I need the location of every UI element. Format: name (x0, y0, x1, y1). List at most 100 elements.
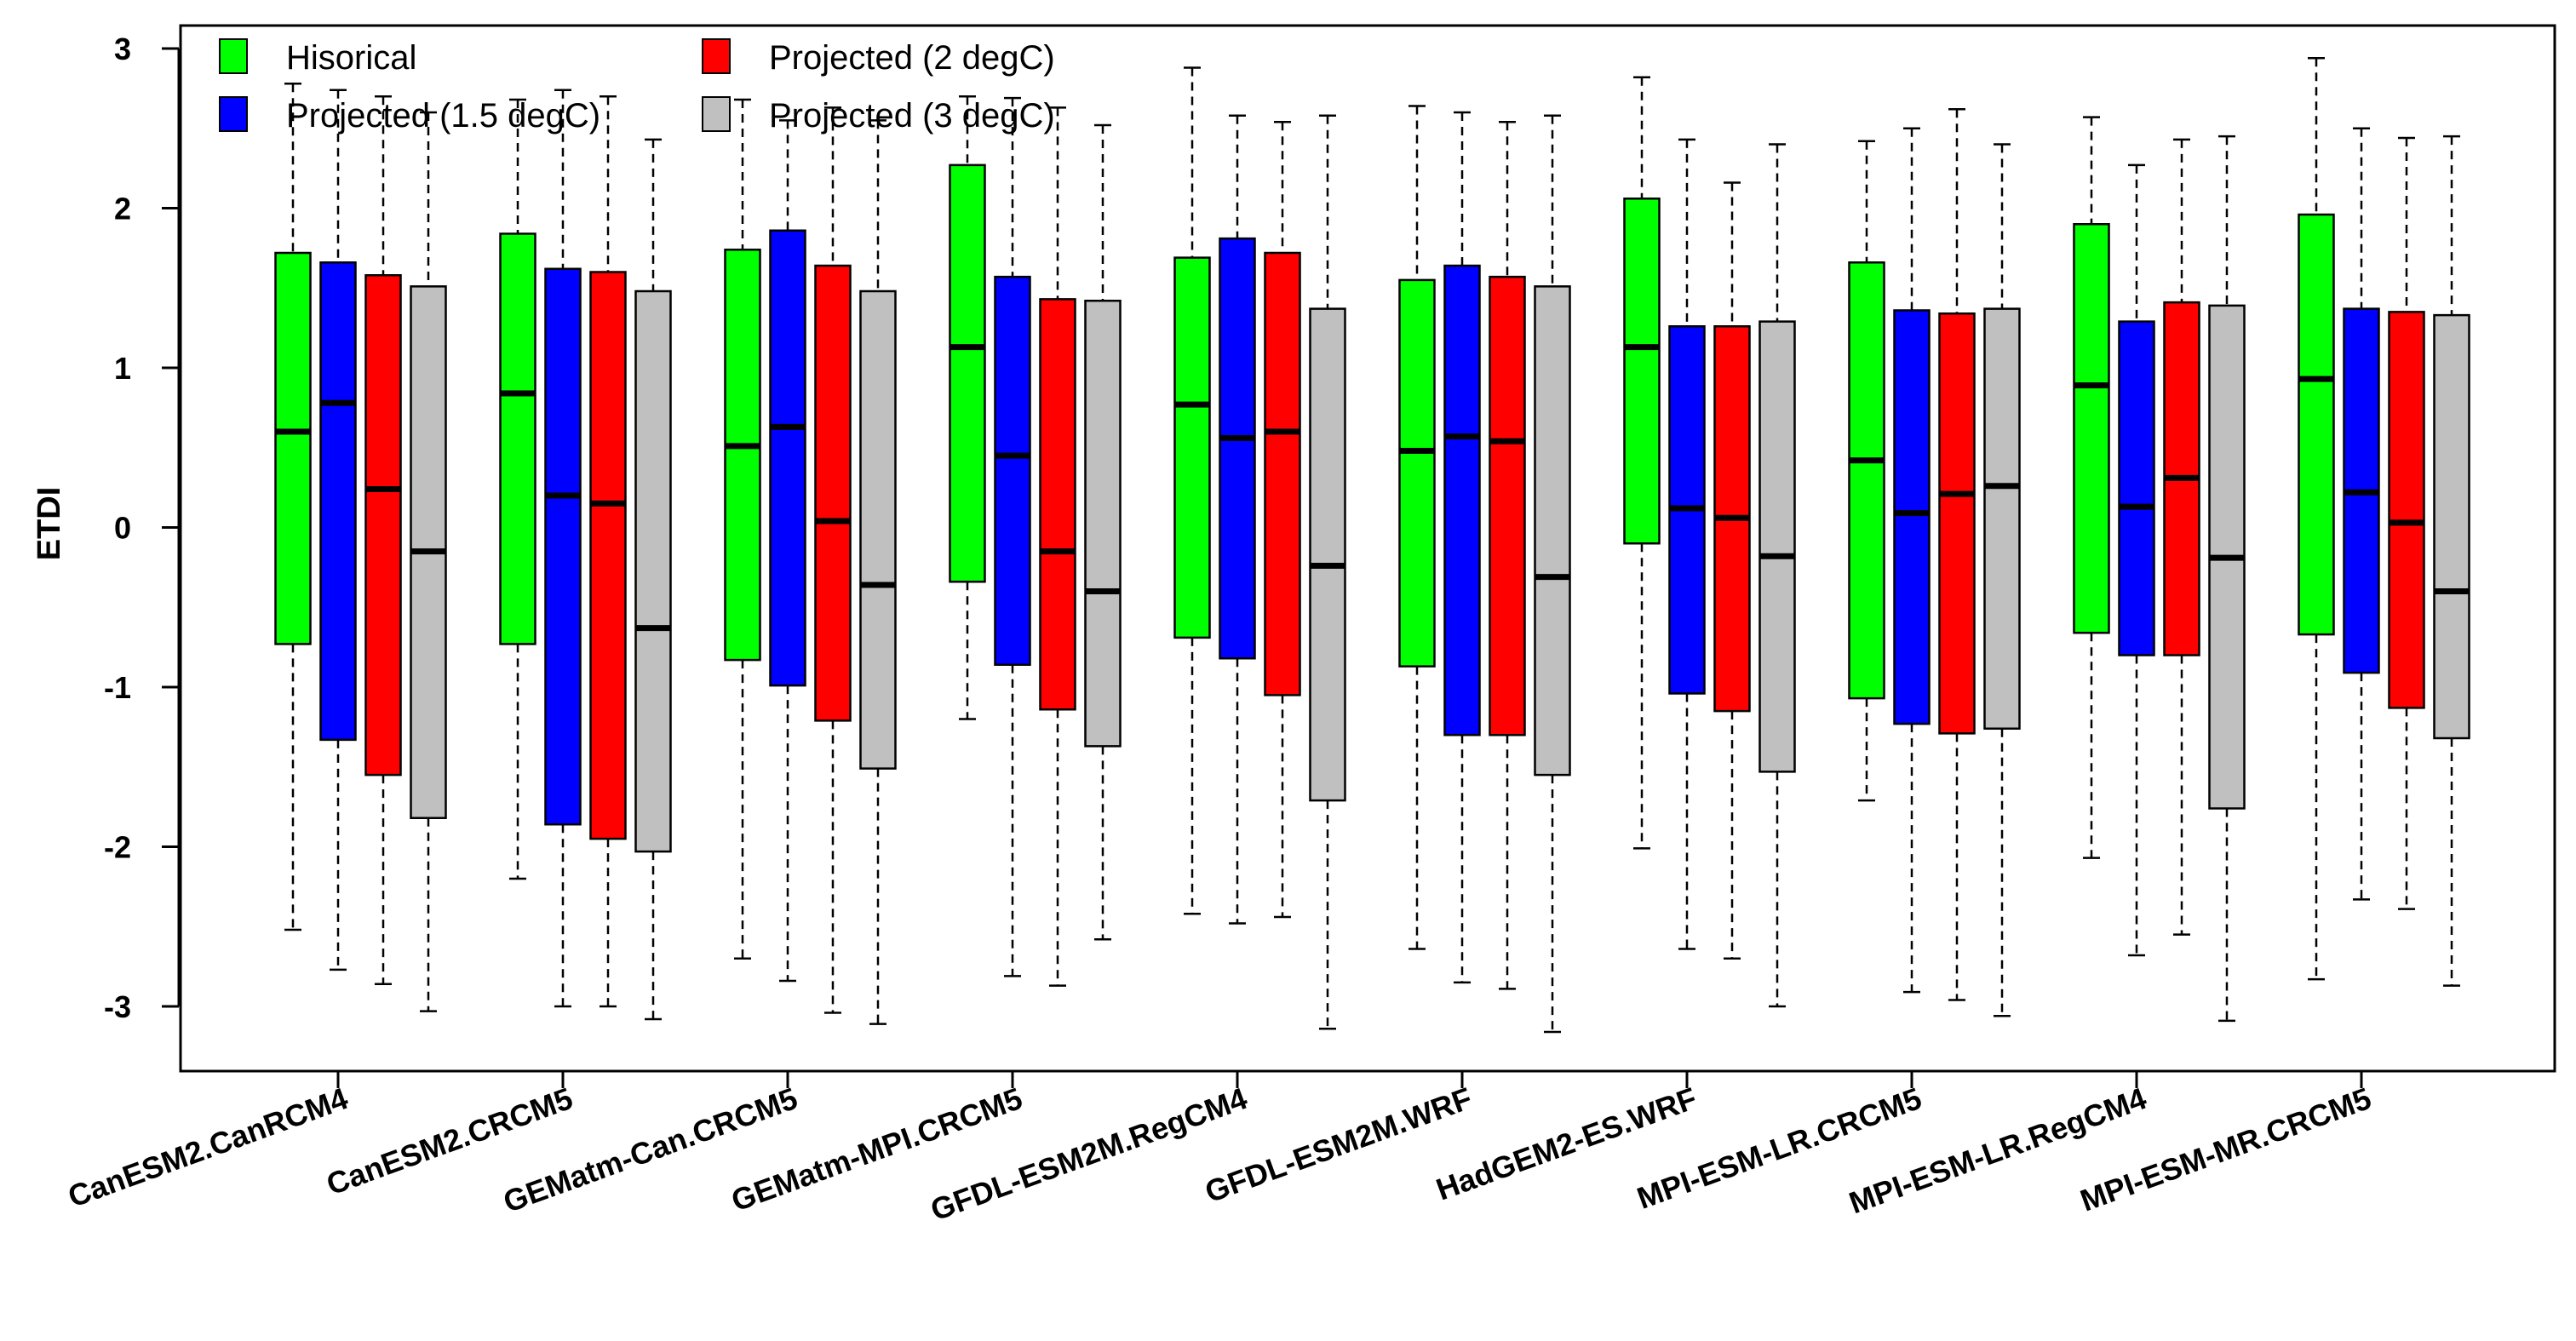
box-body (814, 264, 852, 722)
box-body (589, 271, 627, 840)
box-body (2433, 313, 2470, 740)
box-body (949, 163, 986, 583)
box (1758, 143, 1796, 1008)
legend-item: Projected (2 degC) (702, 38, 1055, 77)
box (1084, 123, 1122, 941)
box-body (1443, 264, 1481, 736)
box (2208, 135, 2246, 1023)
box-body (2388, 311, 2425, 709)
y-axis: 3 2 1 0 -1 -2 -3 (104, 32, 181, 1024)
legend-swatch (219, 38, 248, 74)
x-axis: CanESM2.CanRCM4CanESM2.CRCM5GEMatm-Can.C… (64, 1069, 2376, 1228)
box (1173, 66, 1211, 915)
box (1938, 108, 1976, 1001)
box (2163, 138, 2200, 936)
box (1398, 105, 1436, 950)
box (2388, 136, 2425, 910)
y-tick-label: -3 (104, 989, 131, 1024)
box (499, 98, 536, 880)
box-group-0 (274, 83, 447, 1012)
box-body (1173, 256, 1211, 639)
box-body (1938, 312, 1976, 735)
box (544, 89, 582, 1008)
box-body (1489, 275, 1526, 736)
box (1623, 76, 1661, 850)
box-body (1219, 237, 1256, 660)
y-tick-label: 0 (114, 511, 131, 546)
box (319, 89, 357, 971)
y-tick-label: 1 (114, 351, 131, 386)
box (1309, 114, 1346, 1030)
box-body (2073, 223, 2110, 634)
box (1219, 114, 1256, 925)
box (1534, 114, 1571, 1034)
box (364, 95, 402, 985)
box-body (1983, 307, 2021, 730)
box-body (994, 275, 1031, 666)
box-group-1 (499, 89, 672, 1021)
y-tick-label: 2 (114, 192, 131, 226)
box (410, 111, 447, 1012)
box-body (319, 261, 357, 742)
box (1039, 106, 1076, 987)
box (1264, 121, 1301, 919)
box-body (859, 289, 897, 770)
legend-swatch (219, 96, 248, 132)
box (1848, 140, 1885, 802)
box-body (1534, 285, 1571, 777)
box-body (2298, 213, 2335, 636)
box (2118, 163, 2155, 957)
box-group-3 (949, 95, 1122, 987)
y-tick-label: -2 (104, 830, 131, 865)
box-body (634, 289, 672, 853)
box-group-4 (1173, 66, 1346, 1030)
legend-label: Projected (2 degC) (769, 39, 1055, 77)
box-body (1623, 198, 1661, 545)
y-axis-label: ETDI (32, 487, 67, 561)
box (814, 106, 852, 1014)
legend-label: Hisorical (286, 39, 416, 77)
box-body (2118, 320, 2155, 656)
legend-swatch (702, 96, 731, 132)
box-body (1848, 261, 1885, 700)
box (634, 138, 672, 1021)
box (1713, 181, 1751, 960)
legend-label: Projected (1.5 degC) (286, 97, 600, 135)
box-body (1264, 251, 1301, 696)
box (589, 95, 627, 1008)
box-body (1893, 309, 1931, 725)
legend-label: Projected (3 degC) (769, 97, 1055, 135)
box (1893, 127, 1931, 994)
box (859, 119, 897, 1025)
box-group-9 (2298, 57, 2470, 987)
legend-item: Projected (1.5 degC) (219, 96, 600, 135)
box-body (364, 274, 402, 777)
box (1983, 143, 2021, 1017)
box-body (1039, 298, 1076, 711)
box (994, 96, 1031, 977)
legend-swatch (702, 38, 731, 74)
box (724, 98, 761, 960)
box (1489, 121, 1526, 990)
box-body (274, 251, 312, 645)
box (949, 95, 986, 720)
box (1443, 111, 1481, 984)
box (769, 119, 806, 983)
box (2343, 127, 2380, 901)
box-group-7 (1848, 108, 2021, 1017)
box-body (1758, 320, 1796, 773)
box-body (1309, 307, 1346, 802)
box-body (769, 229, 806, 687)
box-body (724, 249, 761, 662)
x-tick-label: CanESM2.CanRCM4 (64, 1080, 353, 1214)
box-plots (274, 57, 2470, 1034)
legend: Hisorical Projected (1.5 degC) Projected (… (219, 38, 1055, 135)
box (2433, 135, 2470, 987)
box-body (1398, 278, 1436, 668)
y-tick-label: 3 (114, 32, 131, 66)
legend-item: Hisorical (219, 38, 416, 77)
box (274, 83, 312, 931)
box-group-6 (1623, 76, 1796, 1008)
box-group-2 (724, 98, 897, 1025)
